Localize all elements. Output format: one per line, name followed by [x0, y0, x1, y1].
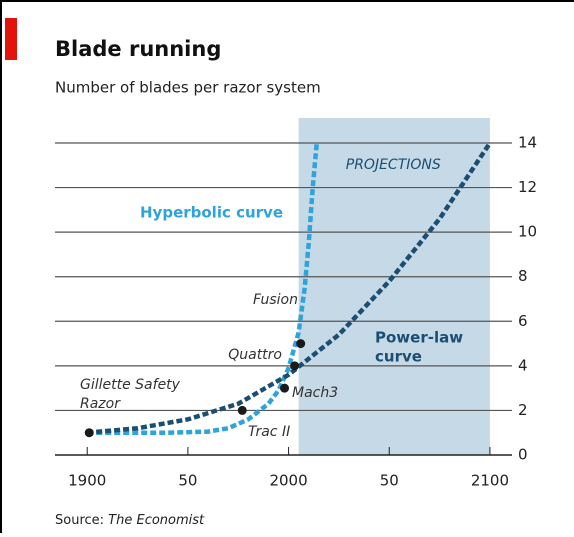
curve-label: Hyperbolic curve	[140, 204, 283, 222]
event-point	[280, 383, 290, 393]
event-label: Razor	[80, 396, 121, 412]
x-tick-label: 2000	[269, 472, 307, 490]
event-point	[84, 428, 94, 438]
projection-shade	[298, 118, 490, 455]
y-tick-label: 8	[518, 267, 528, 285]
chart-subtitle: Number of blades per razor system	[55, 79, 321, 97]
event-label: Mach3	[292, 385, 338, 401]
y-tick-label: 6	[518, 312, 528, 330]
curve-label: Power-law	[375, 329, 463, 347]
x-tick-label: 2100	[471, 472, 509, 490]
y-tick-label: 10	[518, 223, 537, 241]
x-tick-label: 1900	[68, 472, 106, 490]
y-tick-label: 14	[518, 134, 537, 152]
event-label: Fusion	[253, 292, 298, 308]
chart-title: Blade running	[55, 37, 221, 61]
y-tick-label: 12	[518, 178, 537, 196]
y-tick-label: 2	[518, 401, 528, 419]
curve-label: curve	[375, 348, 422, 366]
plot: PROJECTIONS 0 2 4 6 8 10 12 14 1900 50 2000 50 2100 Hy…	[55, 118, 537, 490]
y-tick-label: 0	[518, 446, 528, 464]
source-label: Source:	[55, 513, 104, 528]
y-tick-label: 4	[518, 356, 528, 374]
event-label: Gillette Safety	[80, 377, 181, 393]
projection-label: PROJECTIONS	[346, 157, 441, 173]
x-tick-label: 50	[380, 472, 399, 490]
event-label: Trac II	[248, 424, 290, 440]
curve	[87, 141, 492, 435]
event-point	[296, 339, 306, 349]
source-name: The Economist	[108, 513, 205, 528]
event-point	[237, 405, 247, 415]
x-tick-label: 50	[178, 472, 197, 490]
source: Source: The Economist	[55, 513, 205, 528]
red-tag	[5, 18, 17, 60]
event-point	[290, 361, 300, 371]
event-label: Quattro	[228, 347, 282, 363]
